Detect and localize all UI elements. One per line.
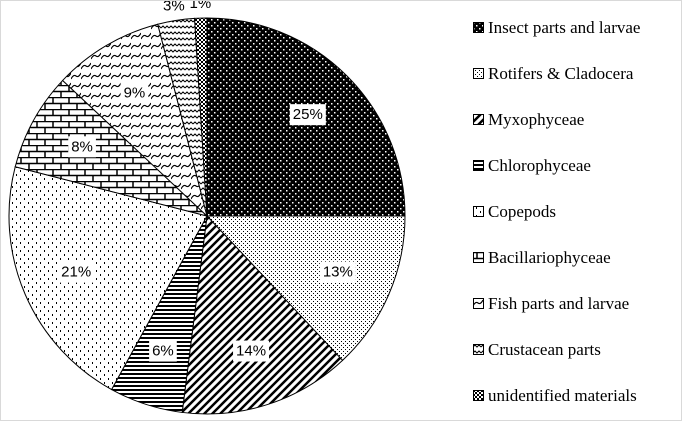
legend-swatch: [473, 298, 484, 309]
data-label: 25%: [293, 106, 323, 123]
legend: Insect parts and larvae Rotifers & Cladoc…: [473, 19, 673, 420]
label-background: [149, 340, 177, 362]
legend-item: Myxophyceae: [473, 111, 673, 157]
label-background: [120, 82, 149, 104]
legend-label: unidentified materials: [488, 386, 637, 405]
legend-label: Chlorophyceae: [488, 156, 591, 175]
pie-slice: [181, 214, 344, 415]
legend-label: Fish parts and larvae: [488, 294, 630, 313]
pie-area: 25% 13% 14% 6% 21% 8% 9% 3% 1%: [8, 1, 406, 415]
legend-swatch: [473, 160, 484, 171]
legend-item: Rotifers & Cladocera: [473, 65, 673, 111]
legend-item: unidentified materials: [473, 386, 673, 420]
legend-swatch: [473, 390, 484, 401]
legend-item: Insect parts and larvae: [473, 19, 673, 65]
data-label: 9%: [124, 84, 146, 101]
legend-label: Bacillariophyceae: [488, 248, 611, 267]
legend-label: Rotifers & Cladocera: [488, 64, 634, 83]
label-background: [68, 136, 96, 158]
legend-swatch: [473, 252, 484, 263]
legend-swatch: [473, 206, 484, 217]
legend-item: Copepods: [473, 203, 673, 249]
legend-swatch: [473, 68, 484, 79]
pie-slice: [61, 23, 208, 218]
pie-slice: [8, 166, 208, 391]
data-label: 3%: [163, 1, 185, 15]
label-background: [58, 261, 95, 283]
label-background: [233, 340, 270, 362]
legend-swatch: [473, 114, 484, 125]
legend-item: Fish parts and larvae: [473, 295, 673, 341]
legend-label: Myxophyceae: [488, 110, 585, 129]
pie-slice: [194, 17, 208, 217]
data-label: 8%: [71, 138, 93, 155]
legend-item: Chlorophyceae: [473, 157, 673, 203]
legend-item: Crustacean parts: [473, 341, 673, 387]
data-label: 14%: [236, 343, 266, 360]
legend-item: Bacillariophyceae: [473, 249, 673, 295]
data-label: 1%: [189, 1, 211, 12]
pie-slice: [14, 79, 208, 217]
legend-label: Crustacean parts: [488, 340, 601, 359]
legend-swatch: [473, 344, 484, 355]
label-background: [289, 104, 326, 126]
legend-swatch: [473, 22, 484, 33]
data-label: 13%: [323, 264, 353, 281]
data-label: 6%: [152, 343, 174, 360]
legend-label: Insect parts and larvae: [488, 18, 641, 37]
pie-slice: [205, 215, 406, 362]
data-label: 21%: [61, 264, 91, 281]
label-background: [319, 261, 356, 283]
legend-label: Copepods: [488, 202, 556, 221]
